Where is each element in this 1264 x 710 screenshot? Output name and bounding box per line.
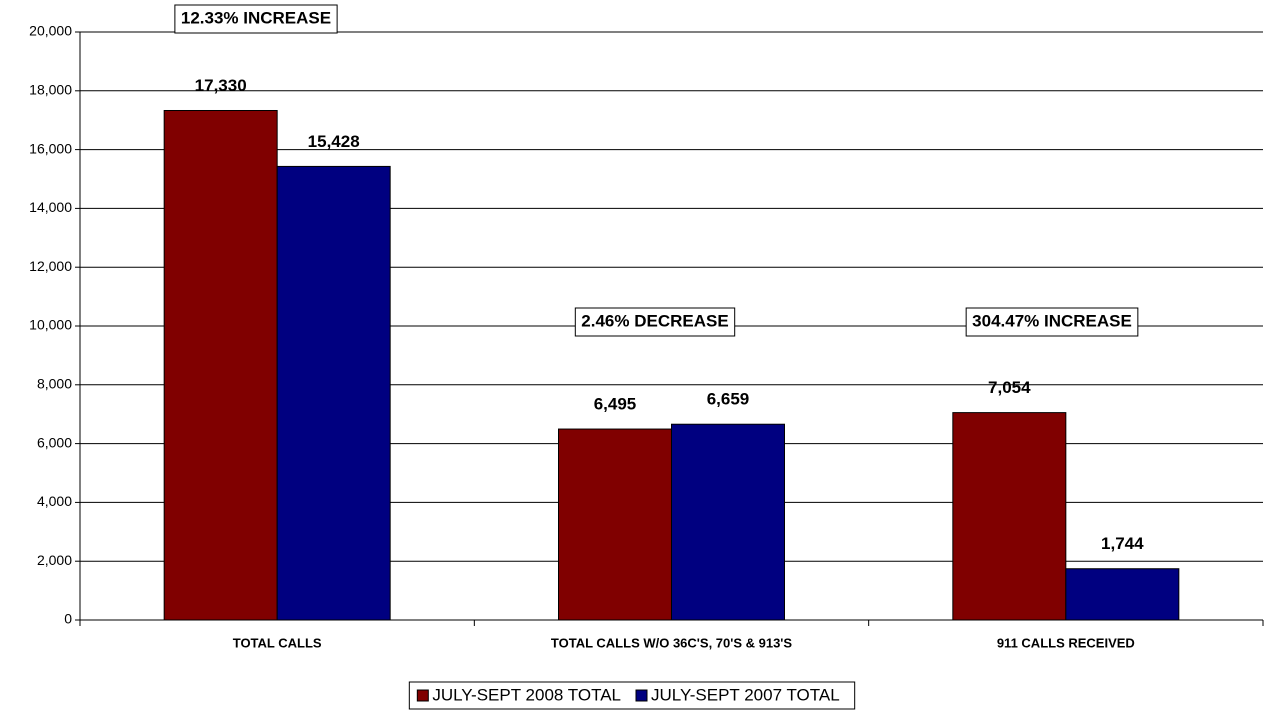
y-tick-label: 14,000 [29, 199, 72, 215]
x-tick-label: 911 CALLS RECEIVED [997, 635, 1135, 650]
value-label: 7,054 [988, 378, 1031, 397]
y-tick-label: 4,000 [37, 493, 72, 509]
value-label: 17,330 [195, 76, 247, 95]
annotation-text: 304.47% INCREASE [972, 311, 1132, 330]
annotation: 12.33% INCREASE [174, 4, 338, 34]
bar [1065, 568, 1180, 621]
y-tick-label: 18,000 [29, 82, 72, 98]
bar [952, 412, 1067, 621]
annotation: 2.46% DECREASE [574, 307, 736, 337]
annotation: 304.47% INCREASE [965, 307, 1139, 337]
bar [558, 428, 672, 621]
y-tick-label: 8,000 [37, 376, 72, 392]
y-tick-label: 10,000 [29, 317, 72, 333]
value-label: 6,659 [707, 390, 750, 409]
y-tick-label: 12,000 [29, 258, 72, 274]
legend-label: JULY-SEPT 2007 TOTAL [651, 685, 840, 704]
annotation-text: 12.33% INCREASE [181, 8, 331, 27]
legend-swatch [416, 689, 429, 702]
bar [276, 165, 391, 621]
x-tick-label: TOTAL CALLS W/O 36C'S, 70'S & 913'S [551, 635, 792, 650]
legend-box [408, 681, 856, 710]
y-tick-label: 16,000 [29, 140, 72, 156]
annotation-box [574, 307, 736, 337]
value-label: 6,495 [594, 395, 637, 414]
legend-label: JULY-SEPT 2008 TOTAL [432, 685, 621, 704]
value-label: 15,428 [308, 132, 360, 151]
y-tick-label: 6,000 [37, 434, 72, 450]
annotation-box [965, 307, 1139, 337]
value-label: 1,744 [1101, 534, 1144, 553]
legend-swatch [635, 689, 648, 702]
annotation-box [174, 4, 338, 34]
legend: JULY-SEPT 2008 TOTAL JULY-SEPT 2007 TOTAL [408, 681, 856, 710]
x-tick-label: TOTAL CALLS [233, 635, 322, 650]
y-tick-label: 20,000 [29, 23, 72, 39]
annotation-text: 2.46% DECREASE [581, 311, 728, 330]
y-tick-label: 0 [64, 611, 72, 627]
bar [163, 109, 278, 621]
bar [671, 423, 785, 621]
y-tick-label: 2,000 [37, 552, 72, 568]
